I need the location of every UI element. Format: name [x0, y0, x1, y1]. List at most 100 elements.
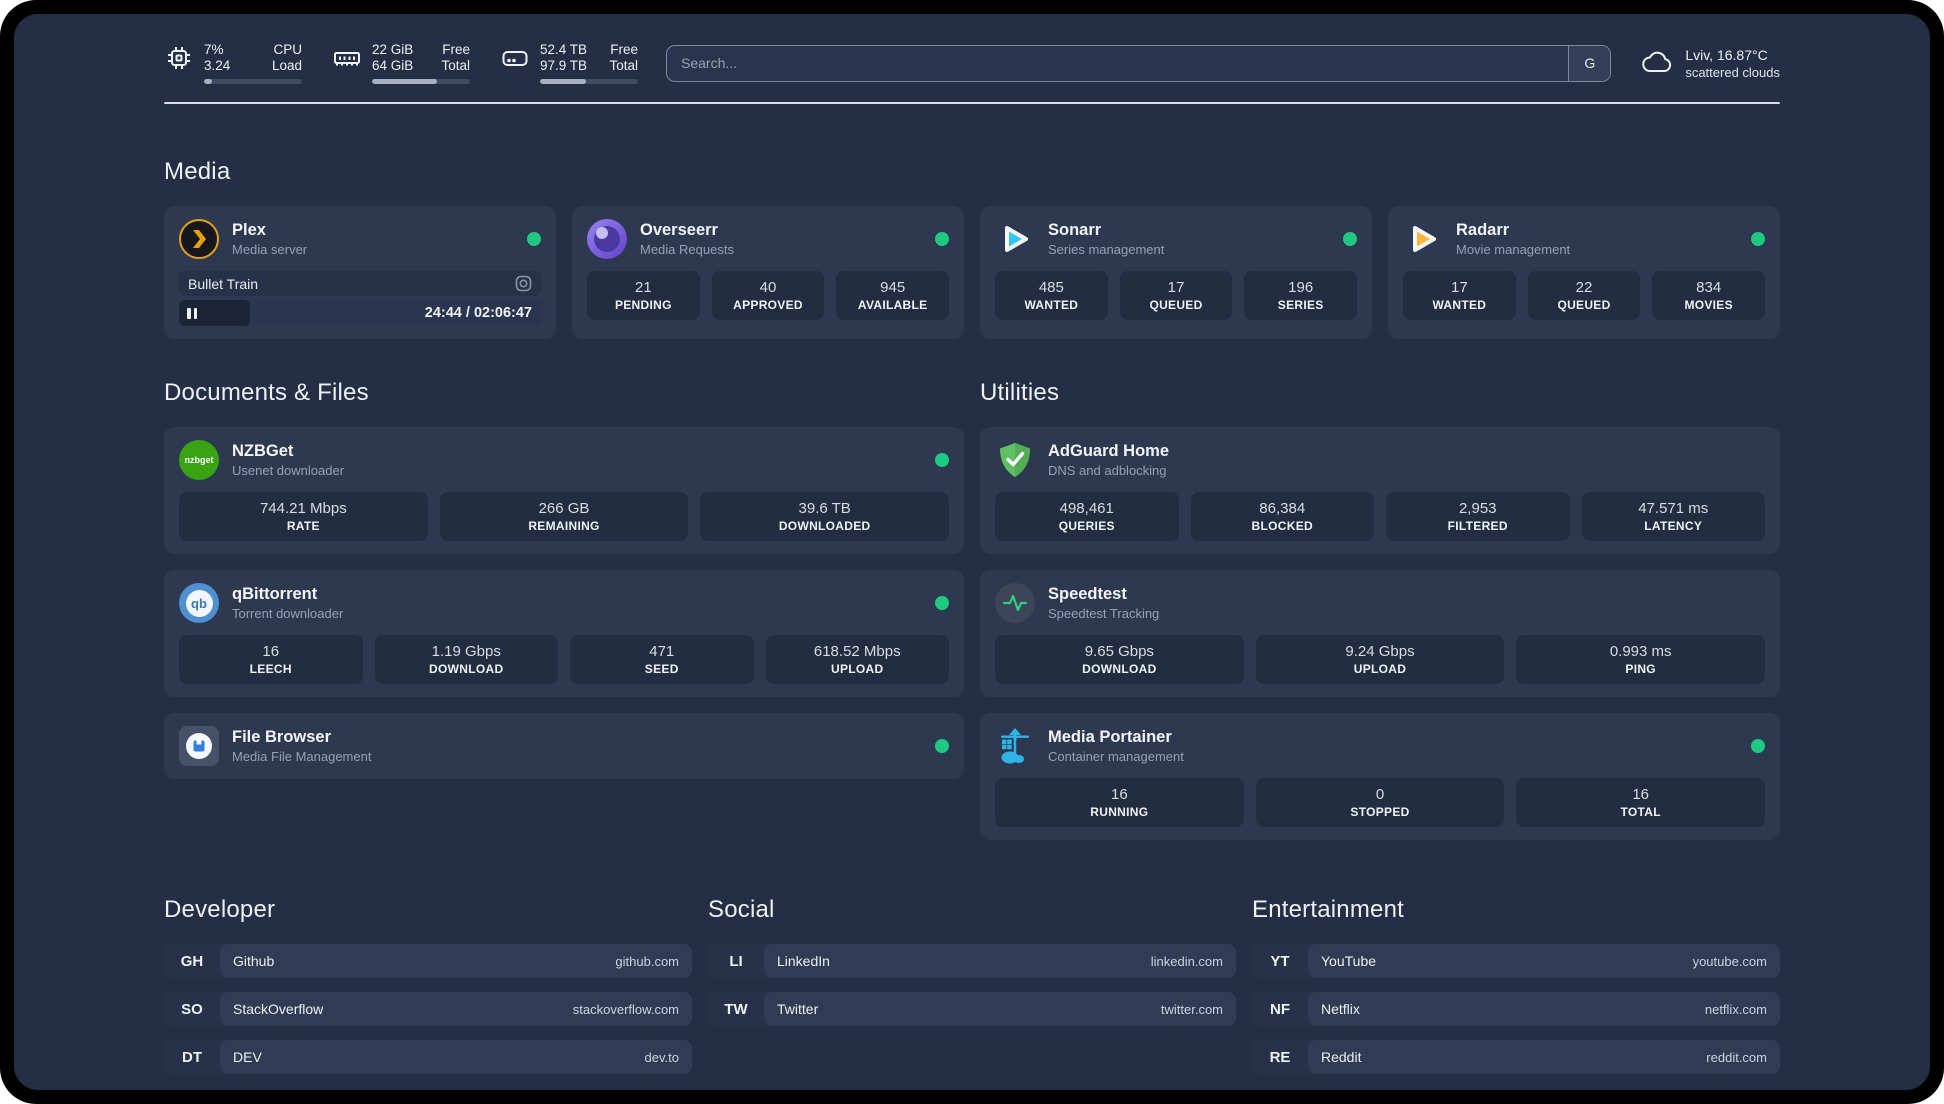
link-name: Github [233, 953, 275, 969]
stat-rate: 744.21 Mbps RATE [179, 492, 428, 541]
cpu-metric: 7% CPU 3.24 Load [164, 42, 302, 84]
playback-progress-bar[interactable]: 24:44 / 02:06:47 [179, 300, 541, 326]
overseerr-icon [587, 219, 627, 259]
card-radarr[interactable]: Radarr Movie management 17 WANTED 22 QUEUE… [1388, 206, 1780, 339]
status-dot [935, 739, 949, 753]
disk-progress-bar [540, 79, 638, 84]
card-nzbget[interactable]: nzbget NZBGet Usenet downloader 744.21 M… [164, 427, 964, 554]
search-input[interactable] [667, 45, 1569, 81]
link-youtube[interactable]: YT YouTube youtube.com [1252, 944, 1780, 978]
card-sonarr[interactable]: Sonarr Series management 485 WANTED 17 QUE… [980, 206, 1372, 339]
card-title: AdGuard Home [1048, 442, 1170, 460]
card-subtitle: Torrent downloader [232, 606, 344, 621]
cpu-percent: 7% [204, 42, 224, 57]
card-filebrowser[interactable]: File Browser Media File Management [164, 713, 964, 779]
adguard-icon [995, 440, 1035, 480]
status-dot [935, 596, 949, 610]
link-url: twitter.com [1160, 1001, 1223, 1017]
nzbget-icon: nzbget [179, 440, 219, 480]
card-title: Speedtest [1048, 585, 1127, 603]
disk-free-value: 52.4 TB [540, 42, 588, 57]
stat-movies: 834 MOVIES [1652, 271, 1766, 320]
card-title: Sonarr [1048, 221, 1102, 239]
link-name: DEV [233, 1049, 262, 1065]
bookmark-group-developer: Developer GH Github github.com SO StackOv… [164, 896, 692, 1074]
status-dot [1751, 739, 1765, 753]
link-abbr: SO [181, 1000, 203, 1018]
ram-total-value: 64 GiB [372, 58, 414, 73]
radarr-icon [1403, 219, 1443, 259]
stat-approved: 40 APPROVED [711, 271, 825, 320]
weather-location: Lviv, 16.87°C [1685, 46, 1768, 63]
weather-condition: scattered clouds [1685, 64, 1780, 80]
playback-time: 24:44 / 02:06:47 [424, 305, 532, 321]
ram-progress-bar [372, 79, 470, 84]
ram-icon [334, 51, 360, 65]
section-title-documents: Documents & Files [164, 379, 369, 406]
link-netflix[interactable]: NF Netflix netflix.com [1252, 992, 1780, 1026]
link-name: StackOverflow [233, 1001, 324, 1017]
search-bar: G [666, 44, 1612, 82]
card-title: Radarr [1456, 221, 1510, 239]
card-qbittorrent[interactable]: qb qBittorrent Torrent downloader 16 LEEC… [164, 570, 964, 697]
card-subtitle: DNS and adblocking [1048, 463, 1167, 478]
link-dev[interactable]: DT DEV dev.to [164, 1040, 692, 1074]
stat-leech: 16 LEECH [179, 635, 363, 684]
weather-widget[interactable]: Lviv, 16.87°C scattered clouds [1639, 45, 1780, 81]
stat-upload: 9.24 Gbps UPLOAD [1255, 635, 1505, 684]
card-subtitle: Series management [1048, 242, 1165, 257]
link-twitter[interactable]: TW Twitter twitter.com [708, 992, 1236, 1026]
link-abbr: DT [182, 1048, 202, 1066]
stat-seed: 471 SEED [570, 635, 754, 684]
pause-icon[interactable] [187, 307, 197, 319]
cpu-load-value: 3.24 [204, 58, 231, 73]
stat-queries: 498,461 QUERIES [995, 492, 1179, 541]
stat-filtered: 2,953 FILTERED [1386, 492, 1570, 541]
disk-total-value: 97.9 TB [540, 58, 588, 73]
cloud-icon [1642, 51, 1672, 73]
stat-total: 16 TOTAL [1516, 778, 1766, 827]
card-plex[interactable]: Plex Media server Bullet Train 24:44 / 0… [164, 206, 556, 339]
stat-download: 9.65 Gbps DOWNLOAD [995, 635, 1244, 684]
disc-icon[interactable] [515, 275, 532, 292]
link-url: youtube.com [1692, 953, 1767, 969]
card-subtitle: Media Requests [640, 242, 734, 257]
header-divider [164, 102, 1780, 104]
link-linkedin[interactable]: LI LinkedIn linkedin.com [708, 944, 1236, 978]
link-github[interactable]: GH Github github.com [164, 944, 692, 978]
link-reddit[interactable]: RE Reddit reddit.com [1252, 1040, 1780, 1074]
section-title-social: Social [708, 896, 775, 923]
stat-blocked: 86,384 BLOCKED [1190, 492, 1374, 541]
section-title-developer: Developer [164, 896, 276, 923]
sonarr-icon [995, 219, 1035, 259]
status-dot [935, 453, 949, 467]
system-metrics: 7% CPU 3.24 Load 22 GiB Free 64 GiB Total [164, 42, 638, 84]
dashboard: 7% CPU 3.24 Load 22 GiB Free 64 GiB Total [14, 14, 1930, 1090]
card-overseerr[interactable]: Overseerr Media Requests 21 PENDING 40 APP… [572, 206, 964, 339]
card-title: qBittorrent [232, 585, 318, 603]
bookmark-group-entertainment: Entertainment YT YouTube youtube.com NF N… [1252, 896, 1780, 1074]
card-speedtest[interactable]: Speedtest Speedtest Tracking 9.65 Gbps DO… [980, 570, 1780, 697]
card-title: Overseerr [640, 221, 718, 239]
card-adguard[interactable]: AdGuard Home DNS and adblocking 498,461 Q… [980, 427, 1780, 554]
link-abbr: GH [180, 952, 204, 970]
cpu-progress-bar [204, 79, 302, 84]
bookmark-group-social: Social LI LinkedIn linkedin.com TW Twitte… [708, 896, 1236, 1074]
cpu-label: CPU [273, 42, 302, 57]
search-engine-button[interactable]: G [1568, 45, 1611, 81]
disk-total-label: Total [609, 58, 638, 73]
filebrowser-icon [179, 726, 219, 766]
ram-free-value: 22 GiB [372, 42, 414, 57]
status-dot [1751, 232, 1765, 246]
stat-upload: 618.52 Mbps UPLOAD [765, 635, 949, 684]
memory-metric: 22 GiB Free 64 GiB Total [332, 42, 470, 84]
disk-free-label: Free [610, 42, 638, 57]
link-stackoverflow[interactable]: SO StackOverflow stackoverflow.com [164, 992, 692, 1026]
card-portainer[interactable]: Media Portainer Container management 16 R… [980, 713, 1780, 840]
section-title-entertainment: Entertainment [1252, 896, 1405, 923]
status-dot [527, 232, 541, 246]
status-dot [1343, 232, 1357, 246]
stat-available: 945 AVAILABLE [836, 271, 950, 320]
stat-remaining: 266 GB REMAINING [439, 492, 689, 541]
stat-wanted: 17 WANTED [1403, 271, 1516, 320]
